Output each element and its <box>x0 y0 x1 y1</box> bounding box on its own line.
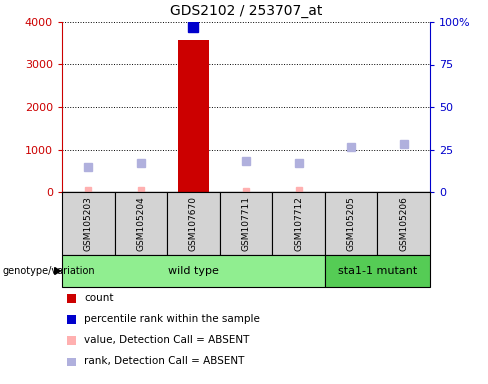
Text: value, Detection Call = ABSENT: value, Detection Call = ABSENT <box>84 335 249 345</box>
Text: rank, Detection Call = ABSENT: rank, Detection Call = ABSENT <box>84 356 244 366</box>
Text: GSM105205: GSM105205 <box>346 196 356 251</box>
Text: GSM105204: GSM105204 <box>136 196 145 251</box>
Text: count: count <box>84 293 114 303</box>
Text: GSM107712: GSM107712 <box>294 196 303 251</box>
Text: percentile rank within the sample: percentile rank within the sample <box>84 314 260 324</box>
Text: wild type: wild type <box>168 266 219 276</box>
Text: GSM107670: GSM107670 <box>189 196 198 251</box>
Bar <box>178 40 209 192</box>
Text: sta1-1 mutant: sta1-1 mutant <box>338 266 417 276</box>
Title: GDS2102 / 253707_at: GDS2102 / 253707_at <box>170 4 322 18</box>
Text: genotype/variation: genotype/variation <box>2 266 95 276</box>
Text: GSM105206: GSM105206 <box>399 196 408 251</box>
Text: GSM105203: GSM105203 <box>84 196 93 251</box>
Text: GSM107711: GSM107711 <box>242 196 250 251</box>
